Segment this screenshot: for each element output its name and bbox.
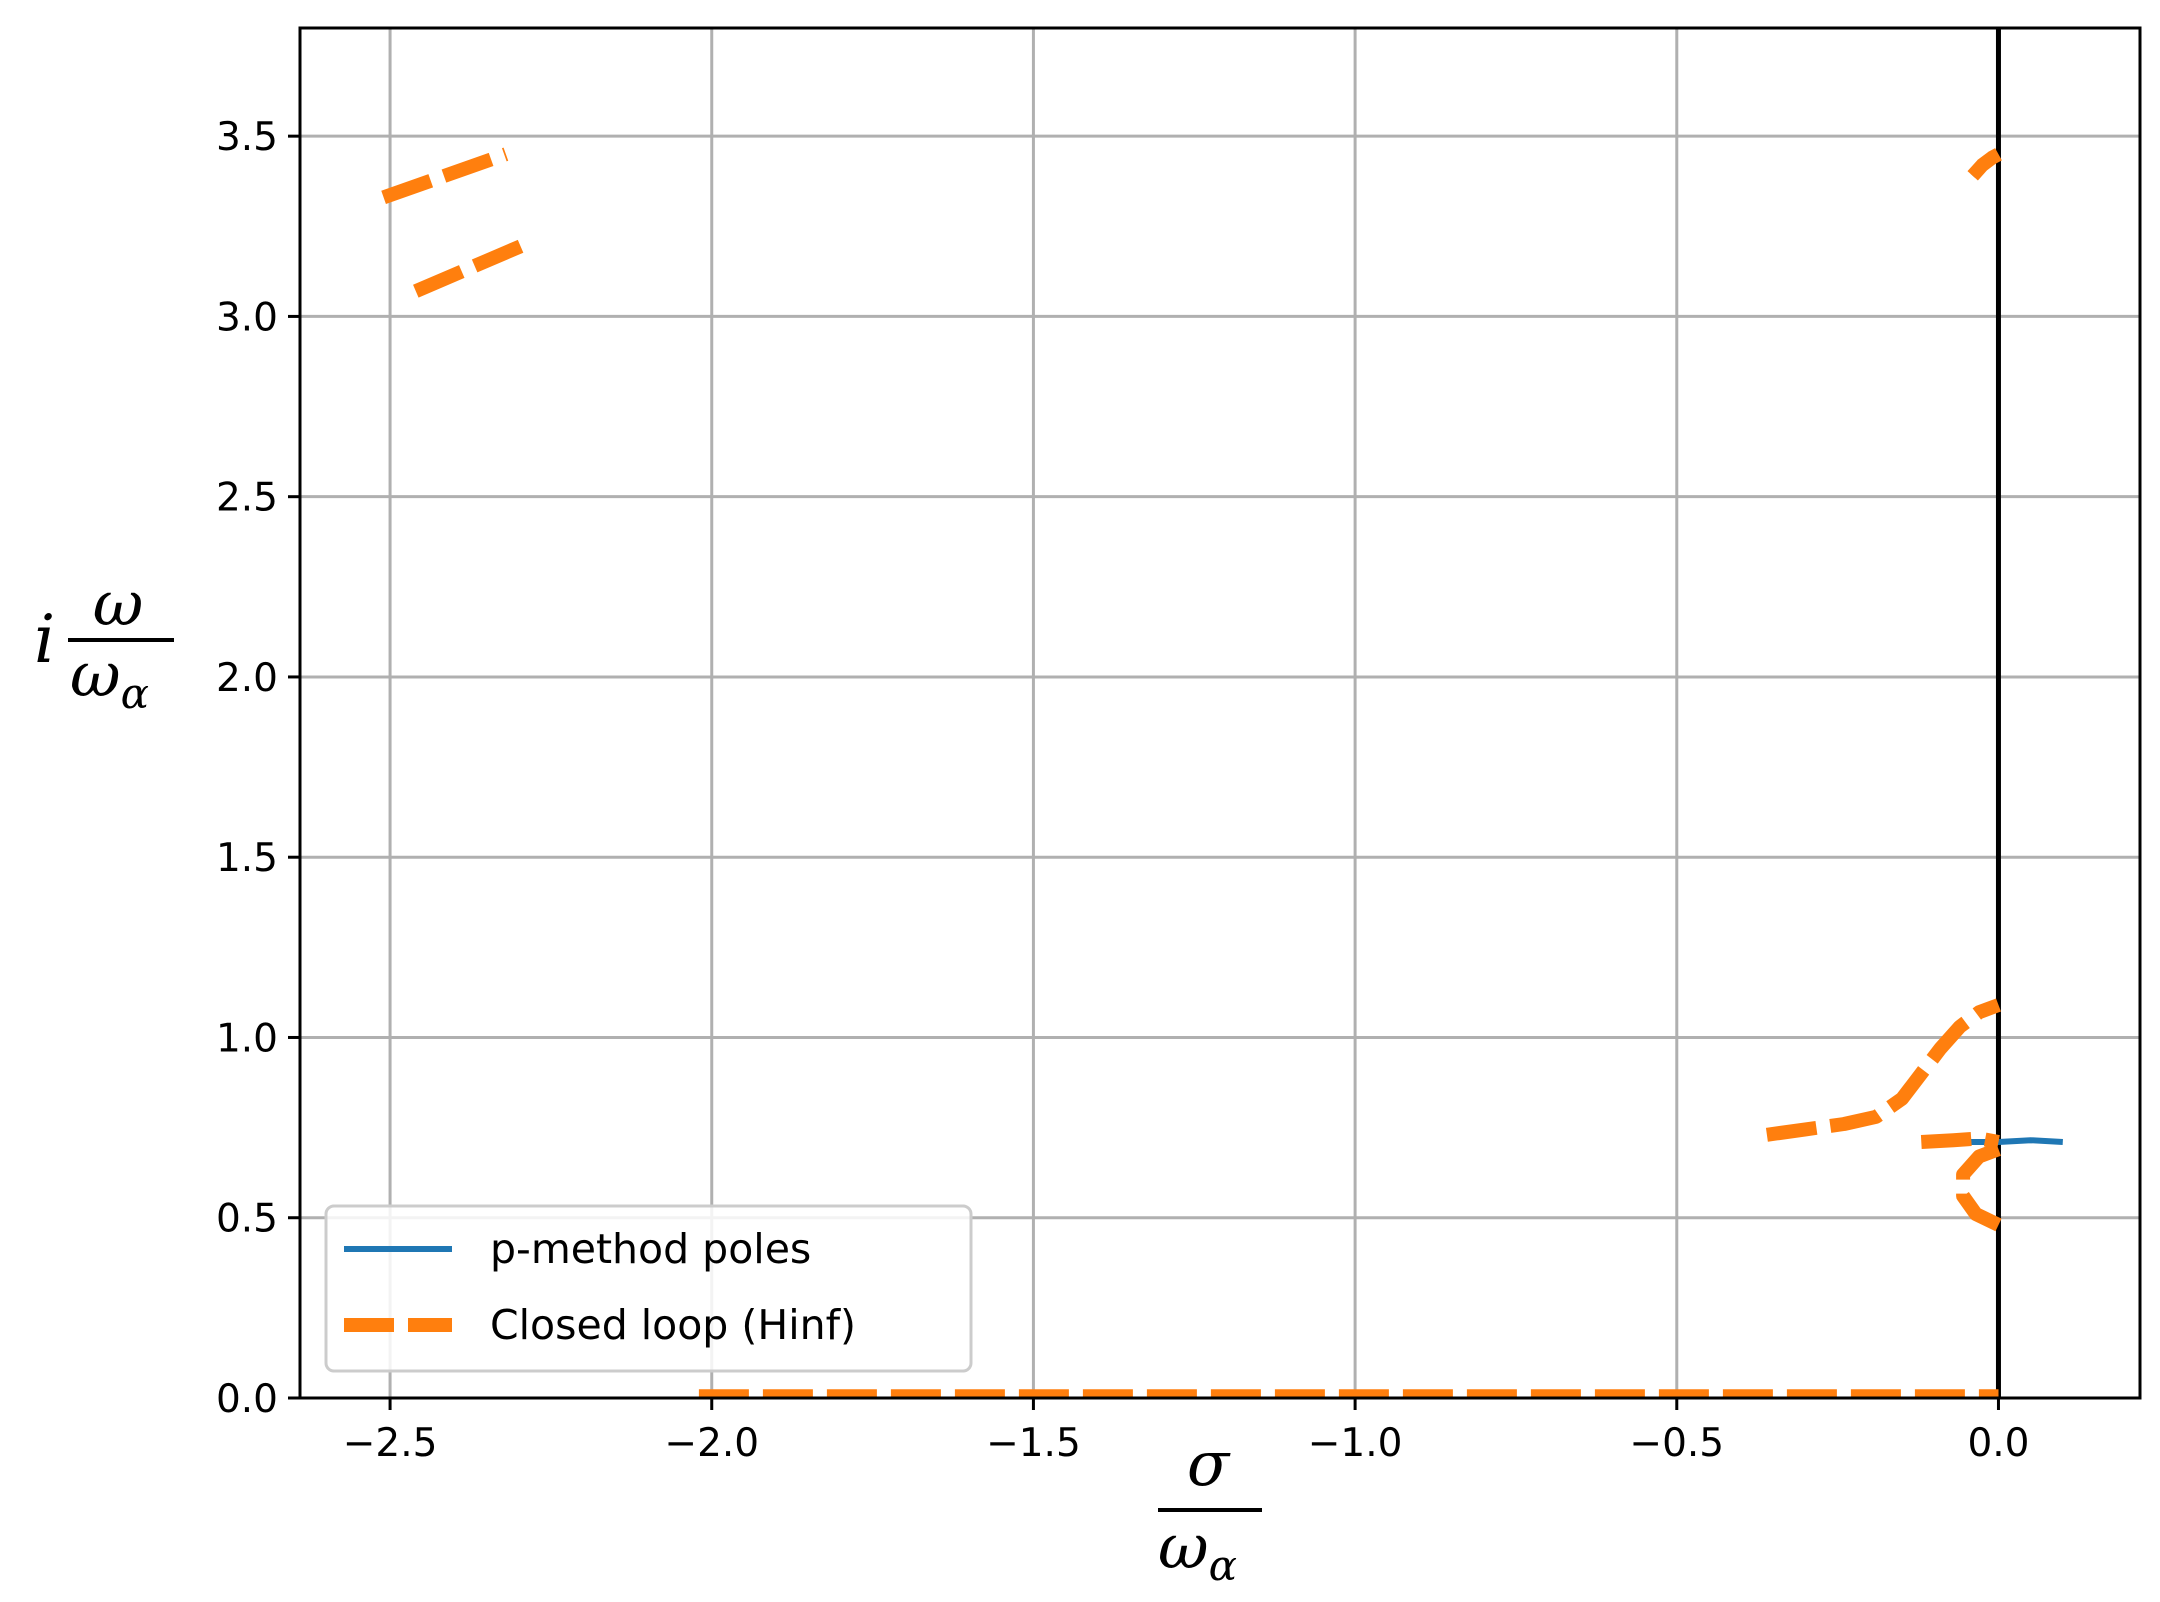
p-method-poles-segment <box>1959 1137 2063 1145</box>
closed-loop-segment <box>1765 998 2001 1142</box>
x-tick-label: −1.0 <box>1308 1421 1403 1466</box>
legend-label-p-method-poles: p-method poles <box>490 1225 811 1273</box>
y-axis-label-numerator: ω <box>93 567 144 640</box>
y-tick-label: 2.5 <box>216 476 278 521</box>
closed-loop-segment <box>1920 1131 2000 1149</box>
x-tick-label: −1.5 <box>986 1421 1081 1466</box>
y-tick-label: 0.0 <box>216 1377 278 1422</box>
series-lines <box>381 147 2063 1398</box>
x-tick-label: −0.5 <box>1629 1421 1724 1466</box>
y-axis-label-denominator-main: ω <box>70 638 121 711</box>
x-axis-label-denominator: ωα <box>1158 1510 1237 1590</box>
x-axis-label-subscript: α <box>1209 1541 1237 1590</box>
y-tick-label: 1.0 <box>216 1016 278 1061</box>
closed-loop-segment <box>381 147 509 205</box>
y-tick-label: 3.0 <box>216 295 278 340</box>
legend-box <box>324 1204 973 1373</box>
legend-label-closed-loop: Closed loop (Hinf) <box>490 1301 856 1349</box>
y-axis-label-prefix: i <box>34 601 55 678</box>
closed-loop-segment <box>1956 1142 2002 1232</box>
x-tick-label: −2.0 <box>664 1421 759 1466</box>
x-axis-label: σ ωα <box>1158 1427 1262 1590</box>
y-axis-label: i ω ωα <box>34 567 174 718</box>
closed-loop-segment <box>413 237 528 298</box>
y-axis-label-denominator: ωα <box>70 638 149 718</box>
x-axis-label-numerator: σ <box>1187 1427 1231 1500</box>
y-axis-label-subscript: α <box>121 669 149 718</box>
y-tick-label: 2.0 <box>216 656 278 701</box>
x-axis-label-denominator-main: ω <box>1158 1510 1209 1583</box>
ticks: −2.5 −2.0 −1.5 −1.0 −0.5 0.0 0.0 0.5 1.0 1.5 2.0 2.… <box>216 115 2030 1466</box>
y-tick-label: 0.5 <box>216 1197 278 1242</box>
x-tick-label: −2.5 <box>343 1421 438 1466</box>
plot-background <box>300 28 2140 1398</box>
plot-frame <box>298 26 2142 1400</box>
y-tick-label: 3.5 <box>216 115 278 160</box>
legend: p-method poles Closed loop (Hinf) <box>324 1204 973 1373</box>
closed-loop-segment <box>1967 148 2002 181</box>
y-tick-label: 1.5 <box>216 836 278 881</box>
x-tick-label: 0.0 <box>1967 1421 2029 1466</box>
